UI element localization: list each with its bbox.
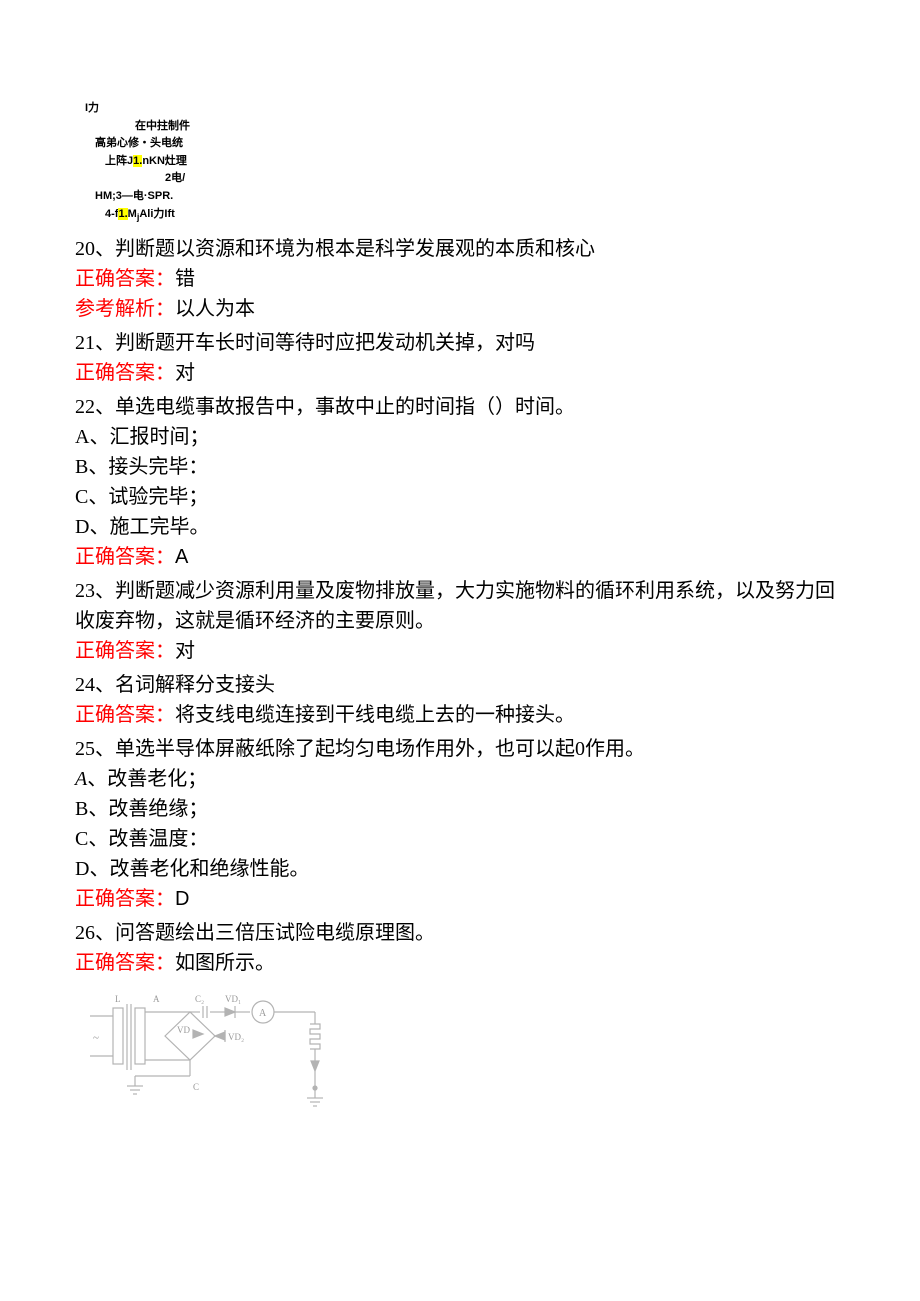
- q25-optA: A、改善老化；: [75, 764, 845, 794]
- q26-text: 26、问答题绘出三倍压试险电缆原理图。: [75, 918, 845, 948]
- q22-answer: 正确答案：A: [75, 542, 845, 572]
- q22-optC: C、试验完毕；: [75, 482, 845, 512]
- svg-text:A: A: [259, 1008, 267, 1019]
- q20-text: 20、判断题以资源和环境为根本是科学发展观的本质和核心: [75, 234, 845, 264]
- q22-optD: D、施工完毕。: [75, 512, 845, 542]
- q24-text: 24、名词解释分支接头: [75, 670, 845, 700]
- question-23: 23、判断题减少资源利用量及废物排放量，大力实施物料的循环利用系统，以及努力回收…: [75, 576, 845, 666]
- q25-optC: C、改善温度：: [75, 824, 845, 854]
- question-20: 20、判断题以资源和环境为根本是科学发展观的本质和核心 正确答案：错 参考解析：…: [75, 234, 845, 324]
- st-line-4: 上阵J1.nKN灶理: [75, 153, 845, 171]
- st-line-1: I力: [75, 100, 845, 118]
- q20-explanation: 参考解析：以人为本: [75, 294, 845, 324]
- svg-text:VD₂: VD₂: [228, 1032, 244, 1042]
- st-line-3: 高弟心修・头电统: [75, 135, 845, 153]
- q24-answer: 正确答案：将支线电缆连接到干线电缆上去的一种接头。: [75, 700, 845, 730]
- q20-answer: 正确答案：错: [75, 264, 845, 294]
- svg-text:VD₁: VD₁: [225, 994, 241, 1004]
- q26-answer: 正确答案：如图所示。: [75, 948, 845, 978]
- circuit-svg: ~ L A C₂ VD₁: [85, 986, 345, 1116]
- garbled-text-block: I力 在中拄制件 高弟心修・头电统 上阵J1.nKN灶理 2电/ HM;3—电·…: [75, 100, 845, 224]
- q21-text: 21、判断题开车长时间等待时应把发动机关掉，对吗: [75, 328, 845, 358]
- question-21: 21、判断题开车长时间等待时应把发动机关掉，对吗 正确答案：对: [75, 328, 845, 388]
- q25-answer: 正确答案：D: [75, 884, 845, 914]
- q22-optA: A、汇报时间；: [75, 422, 845, 452]
- question-25: 25、单选半导体屏蔽纸除了起均匀电场作用外，也可以起0作用。 A、改善老化； B…: [75, 734, 845, 914]
- svg-text:L: L: [115, 994, 121, 1004]
- svg-text:VD: VD: [177, 1025, 190, 1035]
- question-26: 26、问答题绘出三倍压试险电缆原理图。 正确答案：如图所示。: [75, 918, 845, 978]
- st-line-7: 4-f1.MjAli力Ift: [75, 206, 845, 225]
- svg-text:A: A: [153, 994, 160, 1004]
- svg-text:C₂: C₂: [195, 994, 204, 1004]
- st-line-5: 2电/: [75, 170, 845, 188]
- q25-optB: B、改善绝缘；: [75, 794, 845, 824]
- q23-text: 23、判断题减少资源利用量及废物排放量，大力实施物料的循环利用系统，以及努力回收…: [75, 576, 845, 636]
- q23-answer: 正确答案：对: [75, 636, 845, 666]
- svg-text:~: ~: [93, 1032, 99, 1044]
- q21-answer: 正确答案：对: [75, 358, 845, 388]
- st-line-2: 在中拄制件: [75, 118, 845, 136]
- q25-optD: D、改善老化和绝缘性能。: [75, 854, 845, 884]
- q22-optB: B、接头完毕：: [75, 452, 845, 482]
- q25-text: 25、单选半导体屏蔽纸除了起均匀电场作用外，也可以起0作用。: [75, 734, 845, 764]
- circuit-diagram: ~ L A C₂ VD₁: [85, 986, 845, 1116]
- question-22: 22、单选电缆事故报告中，事故中止的时间指（）时间。 A、汇报时间； B、接头完…: [75, 392, 845, 572]
- question-24: 24、名词解释分支接头 正确答案：将支线电缆连接到干线电缆上去的一种接头。: [75, 670, 845, 730]
- q22-text: 22、单选电缆事故报告中，事故中止的时间指（）时间。: [75, 392, 845, 422]
- svg-text:C: C: [193, 1082, 199, 1092]
- st-line-6: HM;3—电·SPR.: [75, 188, 845, 206]
